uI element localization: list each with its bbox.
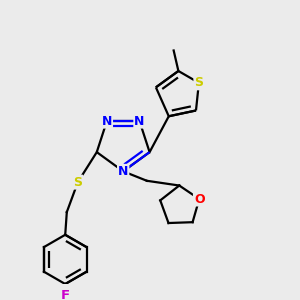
- Text: N: N: [118, 165, 128, 178]
- Text: N: N: [102, 115, 112, 128]
- Text: S: S: [194, 76, 203, 89]
- Text: N: N: [134, 115, 145, 128]
- Text: F: F: [61, 289, 70, 300]
- Text: O: O: [194, 193, 205, 206]
- Text: S: S: [73, 176, 82, 189]
